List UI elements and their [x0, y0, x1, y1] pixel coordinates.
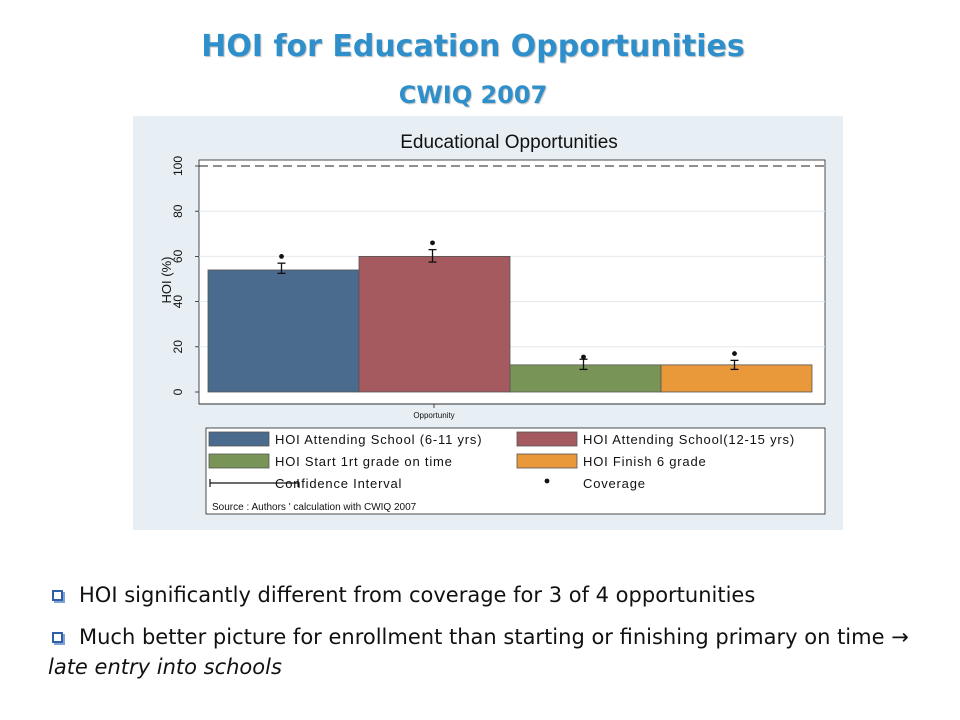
legend: HOI Attending School (6-11 yrs) HOI Atten… — [208, 431, 795, 491]
legend-box — [205, 427, 826, 515]
y-tick-label: 40 — [171, 295, 185, 309]
y-tick-label: 80 — [171, 204, 185, 218]
arrow-icon: → — [891, 625, 909, 649]
y-tick-label: 100 — [171, 156, 185, 176]
bullet-item: Much better picture for enrollment than … — [48, 622, 938, 682]
coverage-point — [581, 354, 586, 360]
y-tick-label: 60 — [171, 249, 185, 263]
legend-label: HOI Attending School(12-15 yrs) — [583, 432, 795, 447]
bullet-text: Much better picture for enrollment than … — [79, 625, 885, 649]
legend-label: HOI Attending School (6-11 yrs) — [275, 432, 482, 447]
bullet-item: HOI significantly different from coverag… — [48, 580, 938, 610]
chart-panel: Educational Opportunities 0 20 40 60 80 100 H… — [133, 116, 843, 530]
bar — [207, 269, 360, 393]
x-axis-label: Opportunity — [413, 411, 454, 420]
slide-title: HOI for Education Opportunities — [201, 29, 745, 64]
bullet-emphasis: late entry into schools — [48, 655, 282, 679]
source-note: Source : Authors ' calculation with CWIQ… — [212, 502, 417, 513]
bar-chart: Educational Opportunities 0 20 40 60 80 100 H… — [159, 132, 826, 515]
legend-label: Coverage — [583, 476, 646, 491]
coverage-point — [279, 254, 284, 259]
legend-label: Confidence Interval — [275, 476, 402, 491]
bars — [207, 240, 813, 393]
legend-swatch — [208, 453, 270, 469]
legend-swatch — [516, 431, 578, 447]
y-axis-label: HOI (%) — [159, 257, 174, 304]
y-axis-ticks: 0 20 40 60 80 100 — [171, 156, 199, 395]
square-bullet-icon — [52, 589, 63, 601]
coverage-point — [732, 351, 737, 356]
chart-title: Educational Opportunities — [400, 132, 618, 153]
bullet-list: HOI significantly different from coverag… — [48, 580, 938, 682]
coverage-point — [430, 240, 435, 246]
square-bullet-icon — [52, 631, 63, 643]
y-tick-label: 20 — [171, 340, 185, 354]
slide-subtitle: CWIQ 2007 — [398, 81, 548, 109]
legend-label: HOI Finish 6 grade — [583, 454, 707, 469]
legend-coverage-marker — [544, 478, 550, 484]
bar — [358, 255, 511, 393]
legend-swatch — [516, 453, 578, 469]
legend-swatch — [208, 431, 270, 447]
legend-label: HOI Start 1rt grade on time — [275, 454, 453, 469]
bullet-text: HOI significantly different from coverag… — [79, 583, 756, 607]
y-tick-label: 0 — [171, 388, 185, 395]
